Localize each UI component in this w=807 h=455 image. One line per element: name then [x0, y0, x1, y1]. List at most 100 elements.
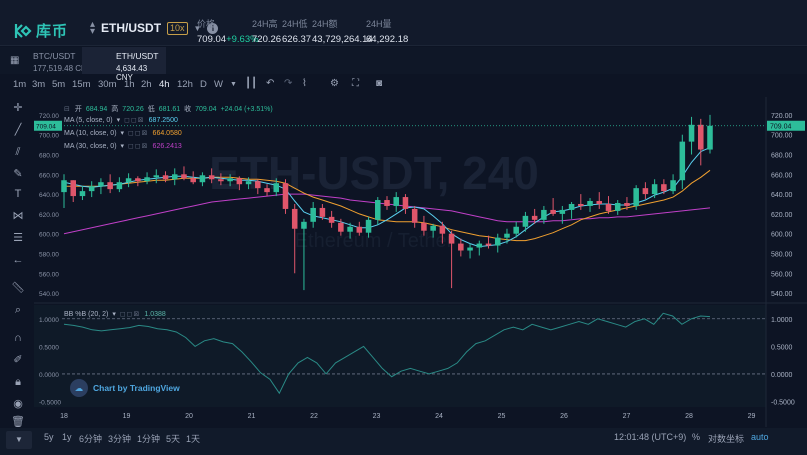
- fib-icon[interactable]: ☰: [10, 231, 26, 245]
- timeframe-15m[interactable]: 15m: [72, 79, 90, 90]
- text-icon[interactable]: T: [10, 187, 26, 201]
- collapse-chevron-icon[interactable]: ▼: [6, 431, 32, 449]
- drawing-toolbar: ✛ ╱ ⫽ ✎ T ⋈ ☰ ← 📏︎ ⌕ ∩ ✐ 🔒︎ ◉ 🗑︎: [4, 97, 32, 427]
- candle-body: [154, 175, 160, 177]
- stat-label: 24H量: [366, 17, 408, 30]
- brush-icon[interactable]: ✎: [10, 167, 26, 181]
- trash-icon[interactable]: 🗑︎: [10, 415, 26, 429]
- tab-eth-usdt[interactable]: ETH/USDT 4,634.43 CNY: [82, 47, 166, 74]
- price-tick-label-left: 720.00: [39, 113, 59, 120]
- close-label: 收: [184, 104, 191, 114]
- candle-body: [615, 203, 621, 211]
- indicators-icon[interactable]: ⌇: [302, 78, 307, 89]
- last-price-label-left: 709.04: [36, 124, 56, 131]
- timeframe-1h[interactable]: 1h: [124, 79, 135, 90]
- price-tick-label-left: 600.00: [39, 232, 59, 239]
- ma30-legend[interactable]: MA (30, close, 0) ▾ ◻◻⊠ 626.2413: [64, 142, 182, 150]
- candle-body: [246, 181, 252, 184]
- stat-price: 价格 709.04+9.63%: [197, 17, 259, 45]
- chevron-down-icon[interactable]: ▾: [117, 116, 121, 124]
- candle-body: [237, 178, 243, 184]
- timeframe-w[interactable]: W: [214, 79, 223, 90]
- redo-icon[interactable]: ↷: [284, 78, 292, 89]
- price-tick-label-left: 580.00: [39, 251, 59, 258]
- candle-body: [541, 210, 547, 220]
- bb-tick-label: 0.5000: [771, 344, 793, 351]
- pair-name: ETH/USDT: [101, 21, 161, 35]
- pattern-icon[interactable]: ⋈: [10, 209, 26, 223]
- close-value: 709.04: [195, 106, 216, 113]
- timeframe-12h[interactable]: 12h: [177, 79, 193, 90]
- timeframe-5m[interactable]: 5m: [52, 79, 65, 90]
- timeframe-4h[interactable]: 4h: [159, 79, 170, 90]
- visibility-icon[interactable]: ◻◻⊠: [120, 310, 141, 318]
- bb-value: 1.0388: [144, 311, 165, 318]
- visibility-icon[interactable]: ◻◻⊠: [128, 142, 149, 150]
- timeframe-1m[interactable]: 1m: [13, 79, 26, 90]
- tradingview-cloud-icon: ☁: [70, 379, 88, 397]
- range-1min[interactable]: 1分钟: [137, 432, 160, 445]
- price-tick-label-left: 680.00: [39, 152, 59, 159]
- price-tick-label: 700.00: [771, 133, 793, 140]
- bb-legend[interactable]: BB %B (20, 2) ▾ ◻◻⊠ 1.0388: [64, 310, 166, 318]
- range-5d[interactable]: 5天: [166, 432, 180, 445]
- candle-body: [624, 203, 630, 206]
- kucoin-logo[interactable]: 库币: [14, 20, 68, 41]
- tradingview-badge[interactable]: ☁ Chart by TradingView: [70, 379, 180, 397]
- candle-body: [200, 175, 206, 182]
- price-tick-label: 680.00: [771, 152, 793, 159]
- candle-body: [320, 208, 326, 217]
- pair-tabs: ▦ BTC/USDT 177,519.48 CNY ETH/USDT 4,634…: [0, 47, 807, 74]
- candle-body: [163, 175, 169, 179]
- percent-toggle[interactable]: %: [692, 432, 700, 442]
- price-tick-label-left: 560.00: [39, 271, 59, 278]
- range-1d[interactable]: 1天: [186, 432, 200, 445]
- range-6min[interactable]: 6分钟: [79, 432, 102, 445]
- ohlc-legend: ⊟ 开 684.94 高 720.26 低 681.61 收 709.04 +24.04…: [64, 104, 273, 114]
- crosshair-icon[interactable]: ✛: [10, 101, 26, 115]
- collapse-icon[interactable]: ⊟: [64, 105, 71, 113]
- chevron-down-icon[interactable]: ▾: [112, 310, 116, 318]
- zoom-icon[interactable]: ⌕: [10, 303, 26, 317]
- ruler-icon[interactable]: 📏︎: [10, 281, 26, 295]
- eye-icon[interactable]: ◉: [10, 397, 26, 411]
- candle-body: [698, 125, 704, 150]
- ma-label: MA (5, close, 0): [64, 117, 113, 124]
- timeframe-3m[interactable]: 3m: [32, 79, 45, 90]
- undo-icon[interactable]: ↶: [266, 78, 274, 89]
- camera-icon[interactable]: ◙: [376, 78, 382, 89]
- bb-tick-label: 1.0000: [771, 317, 793, 324]
- settings-icon[interactable]: ⚙: [330, 78, 339, 89]
- range-5y[interactable]: 5y: [44, 432, 54, 442]
- trend-line-icon[interactable]: ╱: [10, 123, 26, 137]
- channel-icon[interactable]: ⫽: [10, 145, 26, 159]
- ma10-legend[interactable]: MA (10, close, 0) ▾ ◻◻⊠ 664.0580: [64, 129, 182, 137]
- back-arrow-icon[interactable]: ←: [10, 253, 26, 267]
- candle-style-icon[interactable]: ┃┃: [245, 78, 257, 89]
- chevron-down-icon[interactable]: ▾: [121, 142, 125, 150]
- clock[interactable]: 12:01:48 (UTC+9): [614, 432, 686, 442]
- stat-24h-volume: 24H量 64,292.18: [366, 17, 408, 45]
- log-toggle[interactable]: 对数坐标: [708, 432, 744, 445]
- auto-toggle[interactable]: auto: [751, 432, 769, 442]
- candle-body: [264, 188, 270, 192]
- timeframe-d[interactable]: D: [200, 79, 207, 90]
- range-3min[interactable]: 3分钟: [108, 432, 131, 445]
- time-tick-label: 26: [560, 413, 568, 420]
- fullscreen-icon[interactable]: ⛶: [352, 78, 359, 89]
- edit-lock-icon[interactable]: ✐: [10, 353, 26, 367]
- range-1y[interactable]: 1y: [62, 432, 72, 442]
- chevron-down-icon[interactable]: ▾: [121, 129, 125, 137]
- visibility-icon[interactable]: ◻◻⊠: [124, 116, 145, 124]
- candle-body: [606, 204, 612, 211]
- magnet-icon[interactable]: ∩: [10, 331, 26, 345]
- candle-body: [292, 209, 298, 229]
- chevron-down-icon[interactable]: ▼: [230, 81, 237, 88]
- timeframe-30m[interactable]: 30m: [98, 79, 116, 90]
- lock-icon[interactable]: 🔒︎: [10, 375, 26, 389]
- visibility-icon[interactable]: ◻◻⊠: [128, 129, 149, 137]
- ma5-legend[interactable]: MA (5, close, 0) ▾ ◻◻⊠ 687.2500: [64, 116, 178, 124]
- candle-body: [98, 182, 104, 186]
- timeframe-2h[interactable]: 2h: [141, 79, 152, 90]
- low-label: 低: [148, 104, 155, 114]
